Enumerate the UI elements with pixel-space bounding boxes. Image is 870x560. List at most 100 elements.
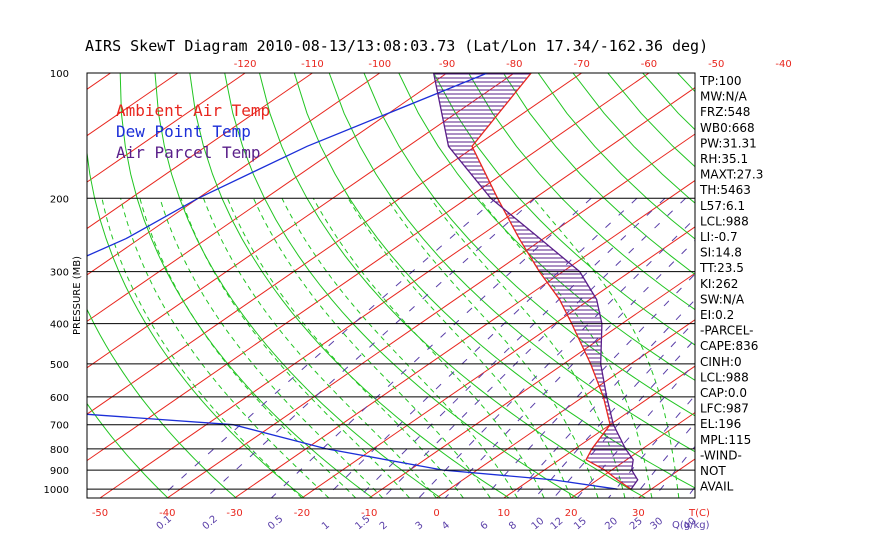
pressure-tick-label: 100 <box>50 69 69 80</box>
stat-line: WB0:668 <box>700 121 755 135</box>
stat-line: L57:6.1 <box>700 199 745 213</box>
stat-line: CAP:0.0 <box>700 386 747 400</box>
top-temp-tick: -50 <box>708 59 724 70</box>
stat-line: -WIND- <box>700 448 742 462</box>
stat-line: CINH:0 <box>700 355 742 369</box>
dry-adiabat <box>87 149 305 498</box>
isotherm-line <box>234 179 695 498</box>
mixing-ratio-tick: 10 <box>530 516 547 533</box>
top-temp-tick: -70 <box>573 59 589 70</box>
mixing-ratio-line <box>483 273 695 498</box>
stat-line: LI:-0.7 <box>700 230 738 244</box>
pressure-tick-label: 800 <box>50 445 69 456</box>
stat-line: RH:35.1 <box>700 152 748 166</box>
stat-line: AVAIL <box>700 480 734 494</box>
stat-line: LFC:987 <box>700 402 749 416</box>
moist-adiabat <box>253 198 491 498</box>
top-temp-tick: -100 <box>368 59 391 70</box>
chart-title: AIRS SkewT Diagram 2010-08-13/13:08:03.7… <box>85 37 708 55</box>
dry-adiabat <box>87 402 169 498</box>
bottom-temp-tick: -40 <box>159 508 175 519</box>
bottom-temp-tick: -10 <box>361 508 377 519</box>
stat-line: TP:100 <box>699 74 742 88</box>
stat-line: TH:5463 <box>699 183 751 197</box>
mixing-ratio-tick: 30 <box>648 516 665 533</box>
dry-adiabat <box>259 73 646 498</box>
isotherm-line <box>570 411 695 498</box>
mixing-ratio-tick: 8 <box>507 520 519 533</box>
bottom-temp-tick: 20 <box>565 508 578 519</box>
isotherm-line <box>0 73 43 498</box>
moist-adiabat <box>101 198 303 498</box>
isotherm-line <box>87 73 515 369</box>
mixing-ratio-tick: 4 <box>440 520 452 533</box>
top-temp-tick: -60 <box>641 59 657 70</box>
cape-area <box>433 73 638 490</box>
mixing-ratio-line <box>632 422 695 498</box>
isotherm-line <box>368 272 695 498</box>
dry-adiabat <box>502 73 695 275</box>
mixing-ratio-line <box>382 197 686 498</box>
stat-line: MW:N/A <box>700 90 748 104</box>
mixing-ratio-line <box>444 239 695 498</box>
stat-line: FRZ:548 <box>700 105 750 119</box>
dry-adiabat <box>328 73 695 453</box>
pressure-levels: 100 200 300 400 500 600 700 800 900 1000 <box>44 69 696 499</box>
top-temp-tick: -40 <box>775 59 791 70</box>
mixing-ratio-tick: 6 <box>479 520 491 533</box>
cape-hatch-layer <box>433 73 638 490</box>
isotherm-line <box>840 73 870 498</box>
bottom-axis-unit: T(C) <box>688 508 710 519</box>
dry-adiabat <box>119 73 373 498</box>
isotherm-line <box>503 365 695 498</box>
mixing-ratio-tick: 12 <box>549 516 566 533</box>
isotherm-line <box>301 226 695 498</box>
pressure-tick-label: 900 <box>50 466 69 477</box>
top-temp-tick: -80 <box>506 59 522 70</box>
isotherm-line <box>773 73 870 498</box>
stat-line: TT:23.5 <box>699 261 744 275</box>
dry-adiabat <box>398 73 695 381</box>
stat-line: MPL:115 <box>700 433 751 447</box>
pressure-tick-label: 400 <box>50 320 69 331</box>
y-axis-label: PRESSURE (MB) <box>72 256 83 335</box>
bottom-temp-tick: 0 <box>433 508 439 519</box>
mixing-ratio-tick: 20 <box>603 516 620 533</box>
moist-adiabat <box>180 198 410 498</box>
legend-item: Ambient Air Temp <box>116 101 270 120</box>
pressure-tick-label: 1000 <box>44 485 69 496</box>
moist-adiabat <box>139 198 357 498</box>
dry-adiabat <box>817 73 870 498</box>
grid-layer <box>0 73 870 498</box>
plot-frame <box>86 72 696 499</box>
isotherm-line <box>87 73 582 415</box>
isotherm-line <box>167 133 695 498</box>
stat-line: LCL:988 <box>700 214 749 228</box>
stat-line: LCL:988 <box>700 370 749 384</box>
legend: Ambient Air Temp Dew Point Temp Air Parcel… <box>116 101 270 162</box>
isotherm-line <box>436 319 695 498</box>
pressure-tick-label: 500 <box>50 360 69 371</box>
dry-adiabat <box>852 73 870 498</box>
top-temp-tick: -110 <box>301 59 324 70</box>
bottom-temp-tick: -50 <box>92 508 108 519</box>
stat-line: -PARCEL- <box>700 324 754 338</box>
mixing-ratio-tick: 3 <box>414 520 426 533</box>
top-temp-tick: -90 <box>439 59 455 70</box>
isotherm-line <box>87 73 246 183</box>
isotherm-line <box>99 87 695 498</box>
mixing-ratio-tick: 0.5 <box>266 514 285 533</box>
mixing-ratio-line <box>653 445 695 498</box>
moist-adiabat <box>312 198 545 498</box>
stat-line: EL:196 <box>700 417 741 431</box>
dry-adiabat <box>293 73 695 489</box>
mixing-ratio-line <box>418 217 695 498</box>
pressure-tick-label: 600 <box>50 393 69 404</box>
bottom-temp-tick: 30 <box>632 508 645 519</box>
pressure-tick-label: 700 <box>50 421 69 432</box>
pressure-tick-label: 300 <box>50 268 69 279</box>
dry-adiabat <box>433 73 695 346</box>
stat-line: SW:N/A <box>700 292 745 306</box>
